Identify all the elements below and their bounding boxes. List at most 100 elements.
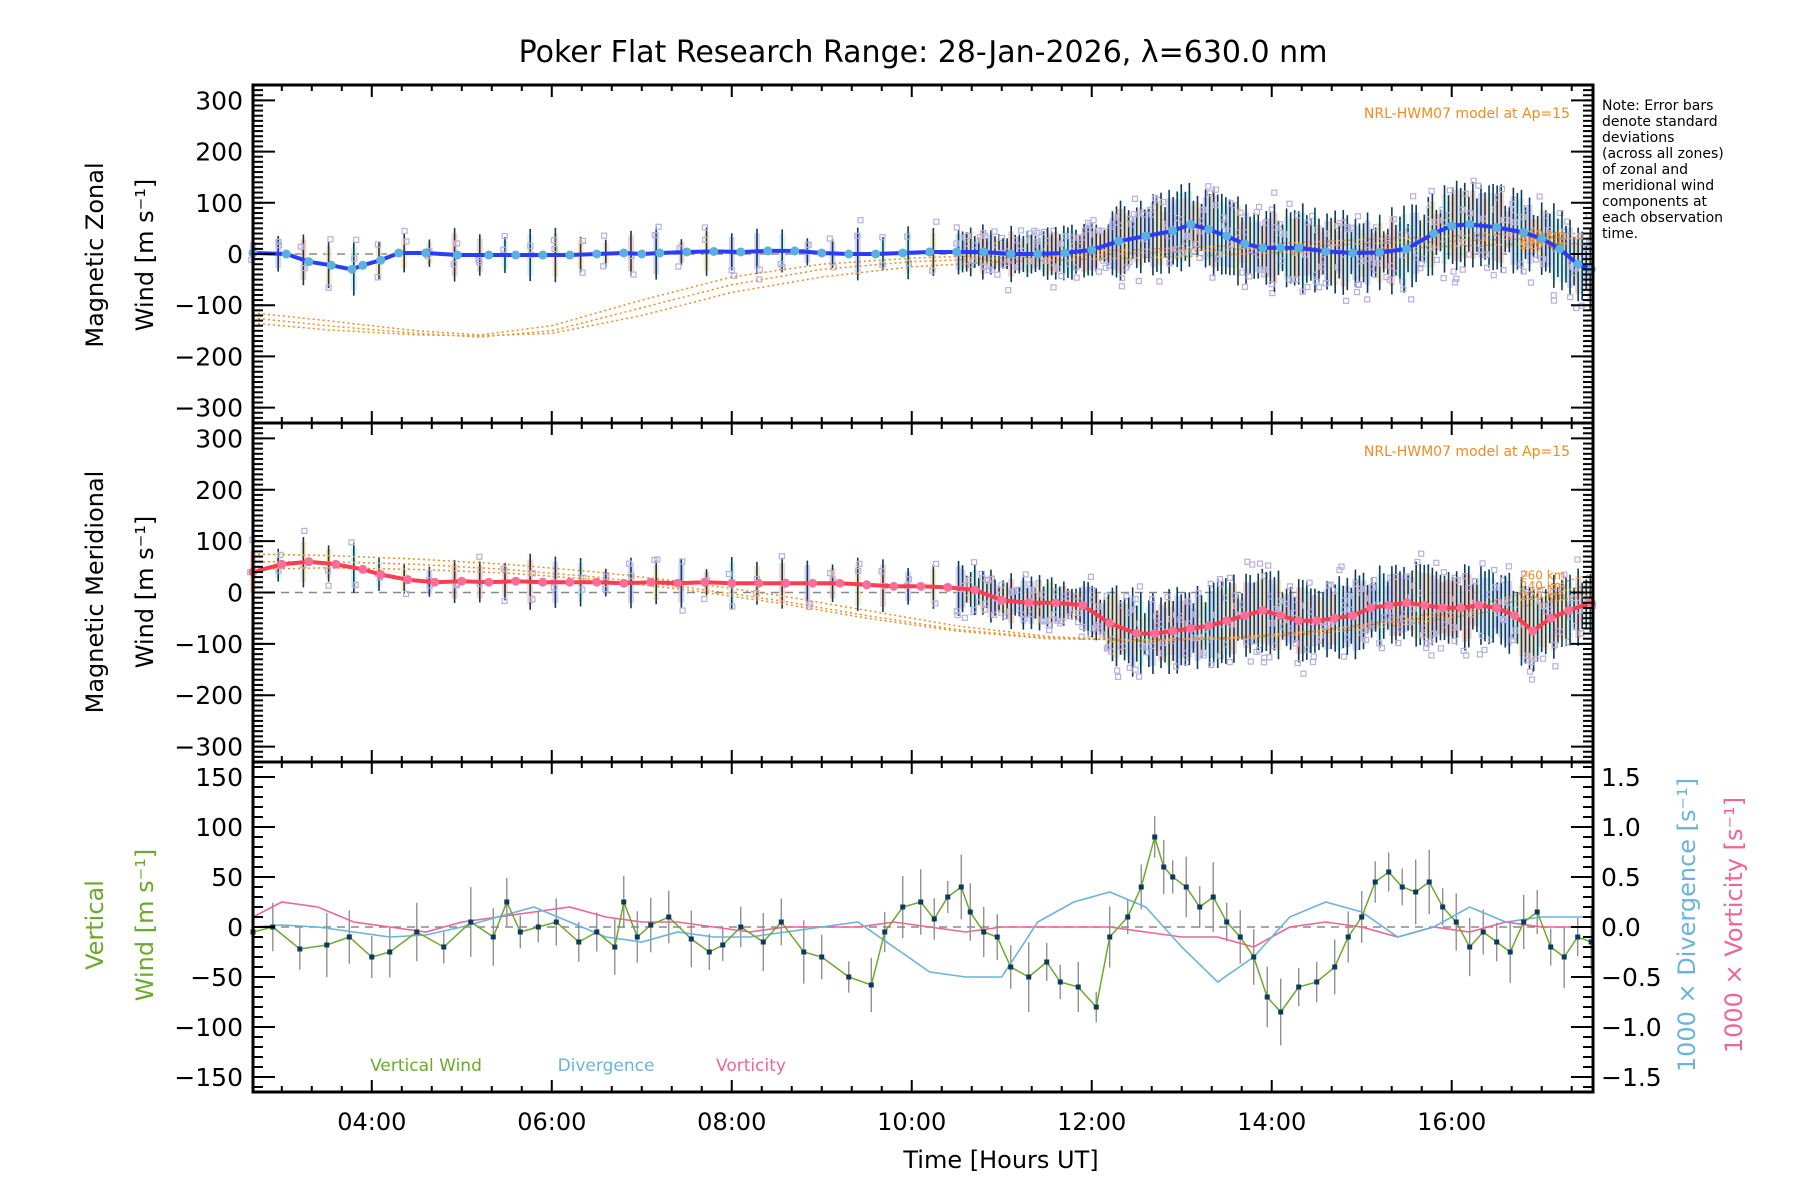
zone-point [579,586,586,593]
mean-wind-point [1348,611,1358,621]
zone-point [1539,655,1547,662]
zone-point [1567,294,1574,301]
zone-point [1073,264,1080,271]
mean-wind-point [952,247,962,257]
mean-wind-point [700,577,710,587]
divergence-y2label: 1000 × Divergence [s⁻¹] [1673,778,1701,1072]
zone-point [1017,227,1025,234]
zone-point [1564,218,1571,225]
zone-point [1090,217,1097,224]
vertical-wind-point [1251,954,1257,960]
vertical-wind-point [387,949,393,955]
zone-point [626,560,633,567]
zone-point [1365,255,1372,262]
mean-wind-point [709,246,719,256]
zone-point [1450,268,1457,275]
zone-point [1087,222,1094,229]
zone-point [1057,240,1065,248]
vertical-wind-point [594,929,600,935]
zone-point [1318,263,1325,270]
zone-point [1410,193,1417,200]
zone-point [1226,574,1234,581]
note-line: components at [1602,194,1708,210]
x-tick-label: 08:00 [697,1108,766,1136]
zone-point [651,556,658,564]
zone-point [1200,206,1207,213]
zone-point [827,570,834,577]
mean-wind-point [457,576,467,586]
y-tick-label: 200 [195,138,243,167]
zonal-panel: Magnetic Zonal Wind [m s⁻¹] NRL-HWM07 mo… [81,106,1570,348]
zone-point [1500,576,1507,584]
zone-point [1524,589,1532,596]
x-axis-label: Time [Hours UT] [902,1146,1098,1174]
mean-wind-point [565,577,575,587]
x-tick-label: 12:00 [1057,1108,1126,1136]
vorticity-line [252,901,1592,948]
zone-point [981,606,988,613]
zone-point [988,266,996,273]
zone-point [1126,258,1133,266]
zone-point [675,263,682,270]
zone-point [1179,249,1187,256]
vertical-wind-point [1399,884,1405,890]
vertical-wind-point [1548,944,1554,950]
note-line: meridional wind [1602,178,1714,194]
mean-wind-point [1294,243,1304,253]
zone-point [324,567,332,574]
mean-wind-point [835,578,845,588]
zone-point [1272,605,1280,613]
x-tick-label: 16:00 [1417,1108,1486,1136]
vertical-wind-point [1170,874,1176,880]
mean-wind-point [970,585,980,595]
zone-point [1047,617,1054,624]
zone-point [1524,652,1531,659]
model-line-240-km [252,237,1592,338]
zone-point [1293,276,1300,283]
zone-point [1370,576,1377,584]
zone-point [1095,623,1102,630]
mean-wind-point [421,248,431,258]
vertical-wind-point [1210,894,1216,900]
zone-point [1440,569,1447,576]
zone-point [1103,592,1110,599]
zone-point [1067,613,1074,620]
mean-wind-point [376,255,386,265]
zone-point [1341,597,1348,604]
vertical-wind-point [666,914,672,920]
zone-point [1463,652,1470,659]
zone-point [965,577,973,584]
zone-point [1123,593,1130,600]
vertical-wind-point [1237,934,1243,940]
mean-wind-point [1204,621,1214,631]
zone-point [1135,673,1143,680]
zone-point [1005,287,1012,294]
legend-vorticity: Vorticity [716,1056,786,1076]
meridional-panel: Magnetic Meridional Wind [m s⁻¹] NRL-HWM… [81,444,1570,713]
vertical-wind-point [1372,879,1378,885]
zone-point [1483,251,1490,258]
zone-point [1050,284,1057,291]
zone-point [1272,224,1279,231]
mean-wind-point [1294,616,1304,626]
vertical-wind-point [634,934,640,940]
vertical-wind-point [1426,879,1432,885]
vertical-wind-point [967,909,973,915]
zone-point [971,559,978,566]
y2-tick-label: −1.5 [1601,1063,1662,1092]
vertical-wind-point [369,954,375,960]
y-tick-label: 300 [195,424,243,453]
zone-point [985,267,992,274]
zone-point [1430,630,1437,637]
zone-point [1462,190,1470,197]
mean-wind-point [943,582,953,592]
zone-point [1524,240,1531,248]
zone-point [701,595,708,603]
mean-wind-point [862,580,872,590]
zone-point [1300,670,1307,677]
y-tick-label: −200 [174,342,243,371]
zone-point [1480,215,1487,222]
vertical-wind-point [517,929,523,935]
zone-point [729,603,736,610]
zone-point [1046,627,1053,634]
